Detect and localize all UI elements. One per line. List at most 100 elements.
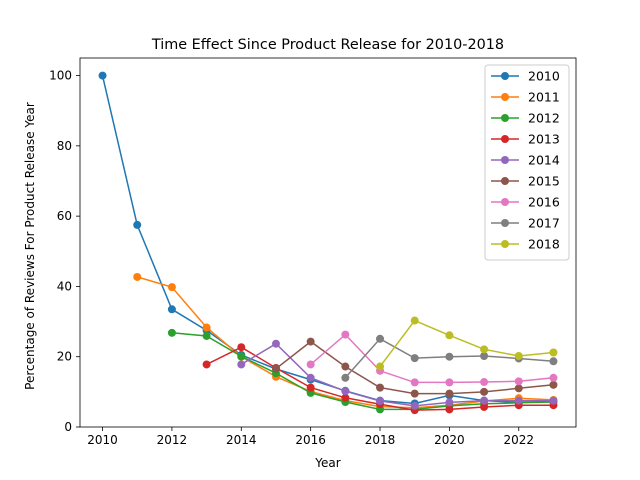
data-point bbox=[549, 396, 558, 405]
data-point bbox=[480, 345, 489, 354]
data-point bbox=[167, 305, 176, 314]
legend-label: 2015 bbox=[528, 174, 560, 189]
data-point bbox=[306, 337, 315, 346]
series-2018 bbox=[376, 316, 558, 371]
legend-item: 2011 bbox=[491, 90, 560, 105]
legend-swatch-marker bbox=[501, 219, 509, 227]
data-point bbox=[133, 220, 142, 229]
series-2015 bbox=[271, 337, 558, 398]
data-point bbox=[306, 373, 315, 382]
legend-swatch-marker bbox=[501, 156, 509, 164]
data-point bbox=[445, 389, 454, 398]
x-tick-label: 2016 bbox=[295, 433, 326, 447]
series-line-2014 bbox=[240, 342, 554, 407]
legend-item: 2015 bbox=[491, 174, 560, 189]
legend-box bbox=[484, 64, 570, 261]
legend-swatch-marker bbox=[501, 177, 509, 185]
data-point bbox=[341, 330, 350, 339]
legend-label: 2010 bbox=[528, 69, 560, 84]
legend-label: 2013 bbox=[528, 132, 560, 147]
y-tick-label: 20 bbox=[57, 350, 72, 364]
data-point bbox=[271, 339, 280, 348]
chart-title: Time Effect Since Product Release for 20… bbox=[151, 37, 504, 53]
series-2016 bbox=[306, 330, 558, 387]
data-point bbox=[237, 352, 246, 361]
data-point bbox=[341, 387, 350, 396]
y-tick-label: 80 bbox=[57, 139, 72, 153]
data-point bbox=[514, 396, 523, 405]
data-point bbox=[514, 384, 523, 393]
axes-frame bbox=[79, 57, 577, 428]
plot-area: 2010 2012 2014 2016 2018 2020 2022 0 20 40 60 80 100 bbox=[49, 57, 577, 447]
x-tick-label: 2012 bbox=[157, 433, 188, 447]
data-point bbox=[202, 360, 211, 369]
data-point bbox=[341, 362, 350, 371]
legend-swatch-marker bbox=[501, 72, 509, 80]
legend-label: 2017 bbox=[528, 216, 560, 231]
legend-item: 2018 bbox=[491, 237, 560, 252]
legend-swatch-marker bbox=[501, 114, 509, 122]
data-point bbox=[480, 378, 489, 387]
data-point bbox=[445, 405, 454, 414]
data-point bbox=[410, 378, 419, 387]
data-point bbox=[306, 360, 315, 369]
data-point bbox=[410, 354, 419, 363]
data-point bbox=[202, 323, 211, 332]
data-point bbox=[549, 357, 558, 366]
data-point bbox=[480, 387, 489, 396]
legend-label: 2011 bbox=[528, 90, 560, 105]
data-point bbox=[271, 364, 280, 373]
data-point bbox=[341, 373, 350, 382]
data-point bbox=[376, 396, 385, 405]
data-point bbox=[480, 396, 489, 405]
legend-swatch-marker bbox=[501, 240, 509, 248]
series-line-2016 bbox=[310, 333, 554, 384]
legend-item: 2017 bbox=[491, 216, 560, 231]
data-point bbox=[514, 352, 523, 361]
legend-swatch-marker bbox=[501, 93, 509, 101]
x-tick-label: 2014 bbox=[226, 433, 257, 447]
data-point bbox=[306, 383, 315, 392]
data-point bbox=[445, 398, 454, 407]
y-tick-label: 40 bbox=[57, 279, 72, 293]
x-axis-label: Year bbox=[314, 456, 340, 470]
series-line-2012 bbox=[171, 332, 554, 411]
legend-label: 2014 bbox=[528, 153, 560, 168]
data-point bbox=[237, 343, 246, 352]
data-point bbox=[237, 360, 246, 369]
data-point bbox=[376, 383, 385, 392]
data-point bbox=[376, 334, 385, 343]
data-point bbox=[514, 377, 523, 386]
data-point bbox=[549, 373, 558, 382]
legend-item: 2010 bbox=[491, 69, 560, 84]
data-point bbox=[376, 362, 385, 371]
data-point bbox=[549, 380, 558, 389]
legend-item: 2016 bbox=[491, 195, 560, 210]
data-point bbox=[480, 352, 489, 361]
x-tick-label: 2010 bbox=[87, 433, 118, 447]
data-point bbox=[410, 316, 419, 325]
legend-swatch-marker bbox=[501, 198, 509, 206]
y-tick-label: 60 bbox=[57, 209, 72, 223]
y-tick-label: 100 bbox=[49, 69, 72, 83]
data-point bbox=[167, 283, 176, 292]
legend-label: 2016 bbox=[528, 195, 560, 210]
y-axis-label: Percentage of Reviews For Product Releas… bbox=[23, 102, 37, 390]
data-point bbox=[410, 401, 419, 410]
legend-item: 2014 bbox=[491, 153, 560, 168]
x-tick-label: 2020 bbox=[434, 433, 465, 447]
series-2014 bbox=[237, 339, 558, 410]
x-tick-label: 2022 bbox=[503, 433, 534, 447]
legend-item: 2012 bbox=[491, 111, 560, 126]
data-point bbox=[445, 352, 454, 361]
legend-swatch-marker bbox=[501, 135, 509, 143]
data-point bbox=[549, 348, 558, 357]
series-line-2018 bbox=[379, 319, 554, 368]
data-point bbox=[445, 378, 454, 387]
x-tick-label: 2018 bbox=[365, 433, 396, 447]
legend: 2010 2011 2012 2013 2014 2015 2016 2017 2018 bbox=[484, 64, 570, 261]
data-point bbox=[410, 389, 419, 398]
data-point bbox=[445, 331, 454, 340]
data-point bbox=[133, 272, 142, 281]
